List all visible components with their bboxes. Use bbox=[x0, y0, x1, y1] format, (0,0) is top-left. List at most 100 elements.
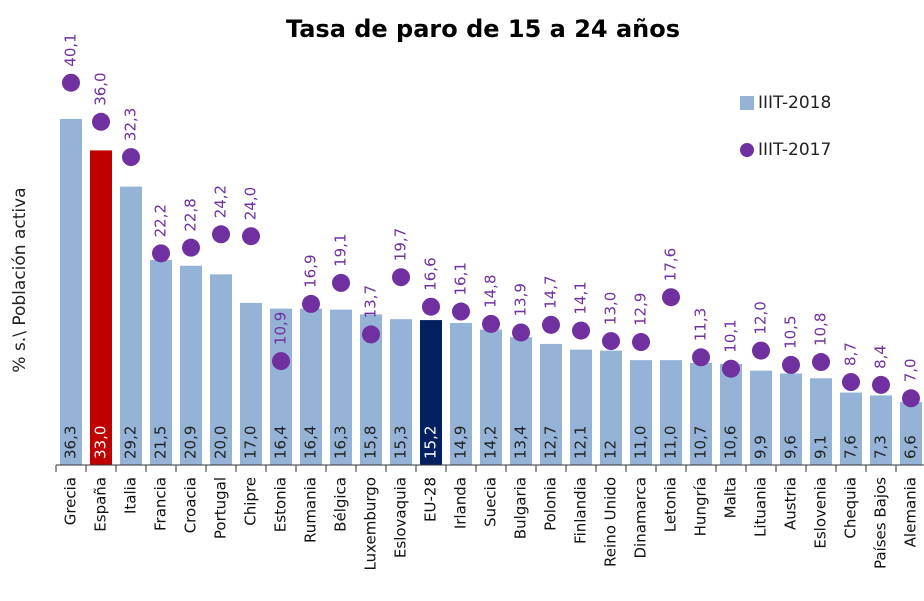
dot-value-label: 22,8 bbox=[182, 198, 200, 231]
bar bbox=[60, 118, 82, 465]
bar bbox=[810, 378, 832, 465]
dot bbox=[722, 359, 740, 378]
bar bbox=[720, 363, 742, 465]
dot bbox=[182, 238, 200, 257]
dot bbox=[872, 375, 890, 394]
dot-value-label: 14,8 bbox=[482, 275, 500, 308]
bar-value-label: 12,7 bbox=[542, 426, 560, 459]
dot bbox=[242, 227, 260, 246]
legend-swatch bbox=[740, 143, 754, 157]
bar-value-label: 9,1 bbox=[812, 435, 830, 459]
dot-value-label: 17,6 bbox=[662, 248, 680, 281]
bar bbox=[870, 395, 892, 465]
dot-value-label: 24,0 bbox=[242, 187, 260, 220]
bar bbox=[210, 274, 232, 465]
x-tick-label: Bulgaria bbox=[512, 477, 530, 539]
dot bbox=[62, 73, 80, 92]
dot-value-label: 10,9 bbox=[272, 312, 290, 345]
x-tick-label: Grecia bbox=[62, 477, 80, 525]
x-tick-label: España bbox=[92, 477, 110, 532]
bar bbox=[750, 370, 772, 465]
dot bbox=[812, 353, 830, 372]
bar bbox=[270, 308, 292, 465]
bar bbox=[780, 373, 802, 465]
bar-value-label: 6,6 bbox=[902, 435, 920, 459]
bar-value-label: 33,0 bbox=[92, 426, 110, 459]
x-tick-label: Rumania bbox=[302, 477, 320, 543]
legend-swatch bbox=[740, 96, 754, 110]
dot bbox=[452, 302, 470, 321]
bar bbox=[240, 302, 262, 465]
bar-value-label: 11,0 bbox=[662, 426, 680, 459]
bar bbox=[330, 309, 352, 465]
x-tick-label: Países Bajos bbox=[872, 477, 890, 569]
dot-value-label: 8,7 bbox=[842, 342, 860, 366]
dot bbox=[152, 244, 170, 263]
bar-value-label: 14,2 bbox=[482, 426, 500, 459]
x-tick-label: Polonia bbox=[542, 477, 560, 531]
bar-value-label: 15,8 bbox=[362, 426, 380, 459]
dot-value-label: 10,1 bbox=[722, 319, 740, 352]
dot-value-label: 14,7 bbox=[542, 275, 560, 308]
bar bbox=[300, 308, 322, 465]
bar bbox=[660, 360, 682, 465]
bar-value-label: 16,4 bbox=[272, 426, 290, 459]
bar-value-label: 13,4 bbox=[512, 426, 530, 459]
x-tick-label: Chipre bbox=[242, 477, 260, 526]
dot-value-label: 16,9 bbox=[302, 254, 320, 287]
bar bbox=[480, 329, 502, 465]
bar-value-label: 9,6 bbox=[782, 435, 800, 459]
dot bbox=[692, 348, 710, 367]
dot-value-label: 7,0 bbox=[902, 358, 920, 382]
x-tick-label: Suecia bbox=[482, 477, 500, 527]
bar bbox=[840, 392, 862, 465]
dot-value-label: 12,0 bbox=[752, 301, 770, 334]
bar-value-label: 16,4 bbox=[302, 426, 320, 459]
bar-value-label: 12 bbox=[602, 440, 620, 459]
bar-value-label: 36,3 bbox=[62, 426, 80, 459]
dot bbox=[512, 323, 530, 342]
dot bbox=[122, 148, 140, 167]
x-tick-label: Eslovenia bbox=[812, 477, 830, 549]
dot-value-label: 8,4 bbox=[872, 345, 890, 369]
dot-value-label: 11,3 bbox=[692, 308, 710, 341]
dot-value-label: 13,9 bbox=[512, 283, 530, 316]
bar bbox=[510, 337, 532, 465]
x-tick-label: Portugal bbox=[212, 477, 230, 539]
dot-value-label: 12,9 bbox=[632, 293, 650, 326]
dot bbox=[272, 352, 290, 371]
dot bbox=[332, 273, 350, 292]
dot bbox=[602, 332, 620, 351]
x-tick-label: Hungría bbox=[692, 477, 710, 536]
dot-value-label: 22,2 bbox=[152, 204, 170, 237]
bar-value-label: 15,3 bbox=[392, 426, 410, 459]
dot-value-label: 36,0 bbox=[92, 72, 110, 105]
dot-value-label: 19,7 bbox=[392, 228, 410, 261]
y-axis-label: % s.\ Población activa bbox=[10, 187, 30, 372]
bar bbox=[630, 360, 652, 465]
bar-value-label: 10,6 bbox=[722, 426, 740, 459]
dot bbox=[572, 321, 590, 340]
x-tick-label: Eslovaquia bbox=[392, 477, 410, 558]
bar bbox=[150, 260, 172, 465]
dot-value-label: 32,3 bbox=[122, 108, 140, 141]
dot bbox=[842, 373, 860, 392]
bar bbox=[540, 343, 562, 465]
bar bbox=[900, 402, 922, 465]
x-tick-label: EU-28 bbox=[422, 477, 440, 522]
legend-label: IIIT-2017 bbox=[758, 140, 831, 160]
bar bbox=[450, 322, 472, 465]
bar-value-label: 21,5 bbox=[152, 426, 170, 459]
x-tick-label: Bélgica bbox=[332, 477, 350, 532]
bar bbox=[90, 150, 112, 465]
bar bbox=[420, 320, 442, 465]
bar-value-label: 14,9 bbox=[452, 426, 470, 459]
dot bbox=[542, 315, 560, 334]
bar-value-label: 17,0 bbox=[242, 426, 260, 459]
bar-value-label: 29,2 bbox=[122, 426, 140, 459]
x-tick-label: Italia bbox=[122, 477, 140, 514]
x-tick-label: Finlandia bbox=[572, 477, 590, 544]
dot bbox=[392, 268, 410, 287]
bar-value-label: 7,3 bbox=[872, 435, 890, 459]
